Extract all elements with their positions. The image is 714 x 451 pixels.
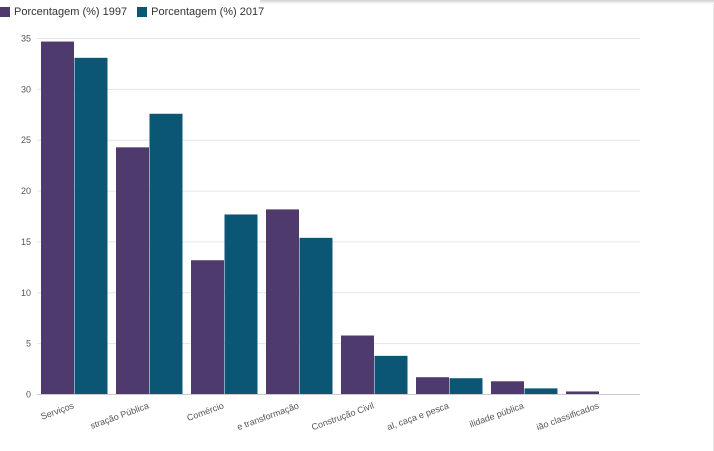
legend-label-2017: Porcentagem (%) 2017 <box>151 6 265 18</box>
bar-1997[interactable] <box>41 41 74 395</box>
x-category-label: ilidade pública <box>468 400 525 429</box>
y-tick-label: 0 <box>26 390 31 400</box>
y-axis-ticks: 0 5 10 15 20 25 30 35 <box>21 34 31 400</box>
y-tick-label: 15 <box>21 237 31 247</box>
y-tick-label: 20 <box>21 186 31 196</box>
legend-label-1997: Porcentagem (%) 1997 <box>14 6 128 18</box>
x-category-label: al, caça e pesca <box>386 400 451 432</box>
bar-1997[interactable] <box>491 381 524 395</box>
legend-item-1997[interactable]: Porcentagem (%) 1997 <box>0 6 127 18</box>
x-category-label: stração Pública <box>89 400 150 430</box>
y-tick-label: 25 <box>21 135 31 145</box>
x-axis-labels: Serviços stração Pública Comércio e transfo… <box>39 400 600 432</box>
y-tick-label: 30 <box>21 84 31 94</box>
x-category-label: e transformação <box>236 400 301 432</box>
bar-2017[interactable] <box>374 355 408 395</box>
legend-swatch-2017 <box>137 7 148 17</box>
bar-1997[interactable] <box>566 391 599 395</box>
legend-swatch-1997 <box>0 7 10 17</box>
gridlines <box>37 38 640 345</box>
bar-2017[interactable] <box>299 237 333 395</box>
legend-item-2017[interactable]: Porcentagem (%) 2017 <box>137 6 264 18</box>
x-category-label: Construção Civil <box>310 400 375 432</box>
bar-2017[interactable] <box>524 388 558 395</box>
y-tick-label: 5 <box>26 339 31 349</box>
top-shadow <box>260 0 714 4</box>
bar-2017[interactable] <box>449 378 483 395</box>
bar-2017[interactable] <box>149 113 183 395</box>
bar-2017[interactable] <box>224 214 258 395</box>
x-category-label: Comércio <box>186 400 226 423</box>
bars <box>41 41 599 395</box>
bar-1997[interactable] <box>341 335 374 395</box>
y-tick-label: 35 <box>21 34 31 44</box>
y-tick-label: 10 <box>21 288 31 298</box>
bar-1997[interactable] <box>191 260 224 395</box>
x-category-label: Serviços <box>39 400 75 421</box>
bar-2017[interactable] <box>74 57 108 395</box>
bar-1997[interactable] <box>416 377 449 395</box>
chart-legend: Porcentagem (%) 1997 Porcentagem (%) 201… <box>0 6 264 18</box>
bar-1997[interactable] <box>116 147 149 395</box>
x-category-label: ião classificados <box>535 400 600 432</box>
bar-1997[interactable] <box>266 209 299 395</box>
